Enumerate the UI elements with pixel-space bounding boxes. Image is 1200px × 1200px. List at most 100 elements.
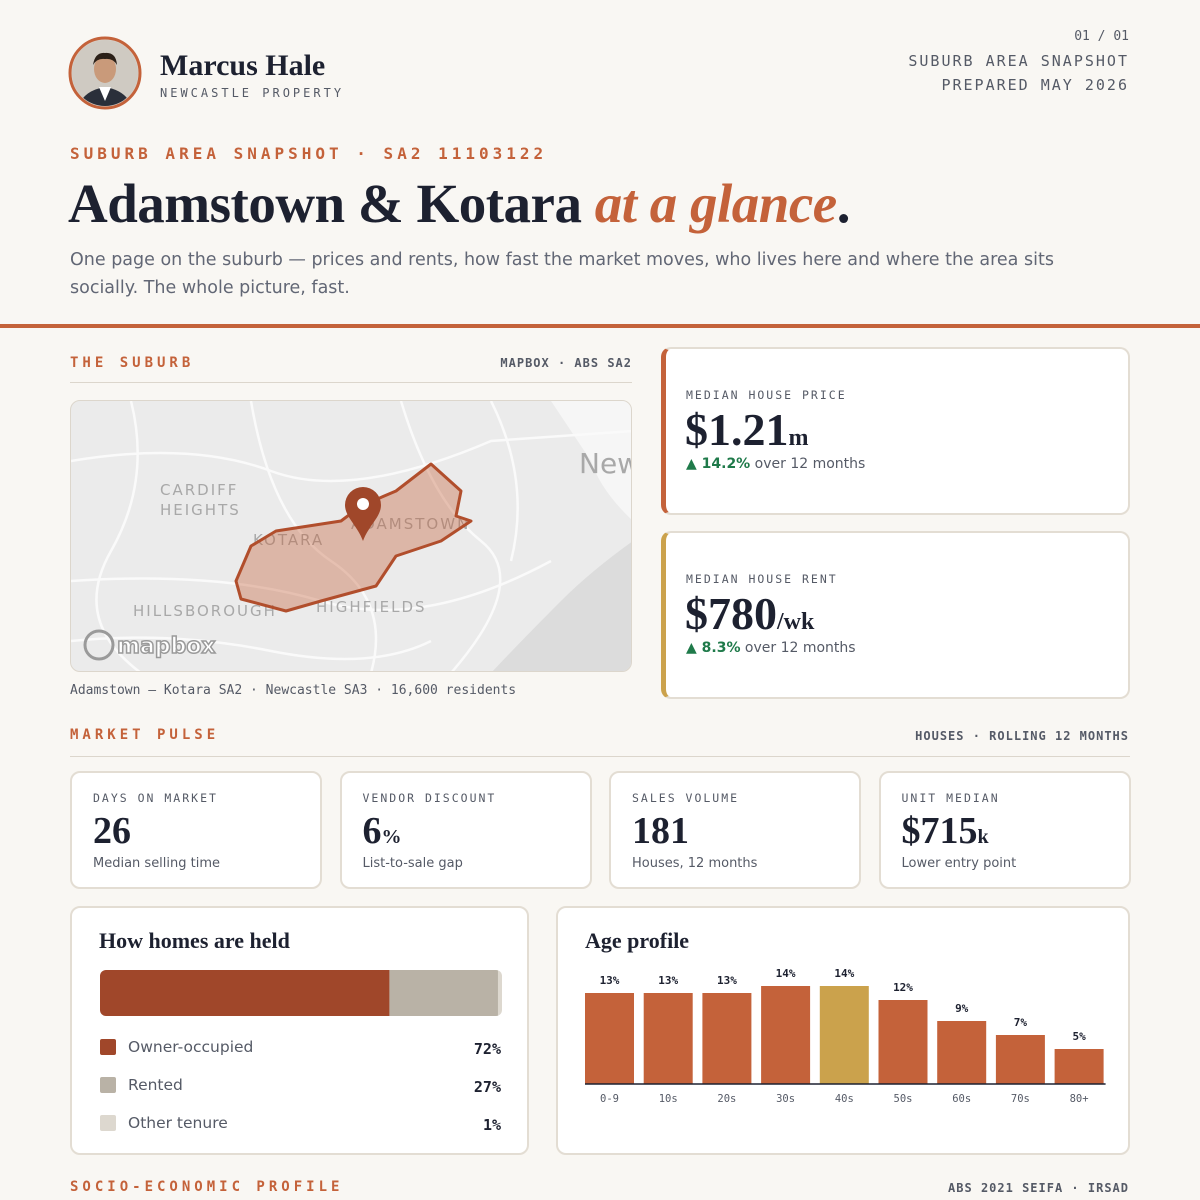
value-label: 13% — [600, 974, 620, 987]
section-rule — [70, 756, 1130, 757]
bar — [819, 986, 869, 1084]
pulse-value: 6% — [363, 809, 402, 853]
legend-label: Other tenure — [128, 1114, 228, 1132]
pulse-note: Houses, 12 months — [632, 856, 758, 871]
map-label: New — [579, 447, 632, 480]
agent-name: Marcus Hale — [160, 49, 326, 82]
value-label: 7% — [1014, 1016, 1028, 1029]
chart-panel: How homes are held Owner-occupied 72% Rent… — [70, 906, 529, 1155]
doc-title: SUBURB AREA SNAPSHOT — [908, 52, 1129, 70]
chart-panel: Age profile 13% 0-9 13% 10s 13% 20s 14% 30s 14% 4… — [556, 906, 1130, 1155]
pulse-label: DAYS ON MARKET — [93, 791, 218, 805]
bar-segment — [497, 970, 502, 1016]
kpi-value: $1.21m — [685, 403, 809, 456]
map-brand: mapbox — [117, 634, 216, 659]
title-emphasis: at a glance — [594, 173, 837, 234]
map-label: HILLSBOROUGH — [133, 602, 277, 620]
pulse-unit: % — [381, 826, 402, 848]
title-main: Adamstown & Kotara — [68, 173, 582, 234]
x-tick-label: 30s — [776, 1093, 795, 1105]
pulse-number: 181 — [632, 810, 689, 852]
kpi-unit: /wk — [777, 609, 815, 635]
pulse-unit: k — [977, 826, 989, 848]
x-tick-label: 10s — [659, 1093, 678, 1105]
value-label: 13% — [717, 974, 737, 987]
pulse-number: 6 — [362, 810, 382, 852]
x-tick-label: 80+ — [1070, 1093, 1089, 1105]
map-canvas: CARDIFF HEIGHTS KOTARA ADAMSTOWN HILLSBO… — [71, 401, 632, 671]
pulse-card: DAYS ON MARKET 26 Median selling time — [70, 771, 322, 889]
bar-segment — [100, 970, 390, 1016]
pulse-number: 26 — [93, 810, 131, 852]
pulse-note: Lower entry point — [901, 856, 1017, 871]
x-tick-label: 0-9 — [600, 1093, 619, 1105]
bar — [878, 1000, 928, 1084]
x-tick-label: 60s — [952, 1093, 971, 1105]
value-label: 14% — [834, 967, 854, 980]
title-end: . — [836, 173, 851, 234]
map-label: HIGHFIELDS — [316, 598, 427, 616]
legend-swatch — [100, 1039, 116, 1055]
value-label: 5% — [1072, 1030, 1086, 1043]
pulse-value: 26 — [93, 809, 131, 853]
value-label: 1% — [483, 1116, 501, 1134]
section-source: ABS 2021 SEIFA · IRSAD — [948, 1181, 1129, 1195]
map-label: CARDIFF — [160, 481, 238, 499]
kpi-number: $1.21 — [685, 404, 789, 455]
age-chart: 13% 0-9 13% 10s 13% 20s 14% 30s 14% 40s 12% 50s 9% 60… — [585, 967, 1106, 1105]
bar — [995, 1035, 1045, 1084]
value-label: 9% — [955, 1002, 969, 1015]
pulse-value: $715k — [902, 809, 989, 853]
map-caption: Adamstown – Kotara SA2 · Newcastle SA3 ·… — [70, 683, 517, 698]
bar — [585, 993, 634, 1084]
value-label: 12% — [893, 981, 913, 994]
section-rule — [70, 382, 632, 383]
chart-title: How homes are held — [99, 928, 290, 953]
map-label: HEIGHTS — [160, 501, 241, 519]
bar — [643, 993, 693, 1084]
divider — [0, 324, 1200, 328]
kpi-card: MEDIAN HOUSE PRICE $1.21m ▲ 14.2% over 1… — [661, 347, 1130, 515]
kpi-delta: ▲ 14.2% — [686, 456, 751, 472]
section-heading: MARKET PULSE — [70, 727, 220, 743]
pulse-note: Median selling time — [93, 856, 221, 871]
section-source: MAPBOX · ABS SA2 — [500, 356, 632, 370]
bar — [702, 993, 752, 1084]
agent-company: NEWCASTLE PROPERTY — [160, 86, 345, 100]
x-tick-label: 40s — [835, 1093, 854, 1105]
bar — [1054, 1049, 1104, 1084]
pulse-card: UNIT MEDIAN $715k Lower entry point — [878, 771, 1131, 889]
legend-label: Rented — [128, 1076, 183, 1094]
pulse-number: $715 — [901, 810, 978, 852]
prepared-date: PREPARED MAY 2026 — [941, 76, 1129, 94]
pulse-value: 181 — [632, 809, 689, 853]
tenure-chart: Owner-occupied 72% Rented 27% Other tenure 1% — [100, 970, 502, 1134]
x-tick-label: 50s — [894, 1093, 913, 1105]
legend-swatch — [100, 1077, 116, 1093]
section-heading: SOCIO-ECONOMIC PROFILE — [70, 1179, 344, 1195]
value-label: 72% — [474, 1040, 501, 1058]
x-tick-label: 70s — [1011, 1093, 1030, 1105]
avatar — [68, 36, 142, 110]
kpi-unit: m — [788, 425, 809, 451]
hero-title: Adamstown & Kotara at a glance. — [68, 172, 850, 235]
legend-label: Owner-occupied — [128, 1038, 253, 1056]
section-source: HOUSES · ROLLING 12 MONTHS — [915, 729, 1129, 743]
map-label: ADAMSTOWN — [351, 515, 470, 533]
kpi-period: over 12 months — [744, 640, 856, 656]
pulse-label: VENDOR DISCOUNT — [362, 791, 497, 805]
kpi-delta: ▲ 8.3% — [686, 640, 741, 656]
pulse-card: SALES VOLUME 181 Houses, 12 months — [609, 771, 861, 889]
chart-title: Age profile — [585, 928, 690, 953]
value-label: 27% — [474, 1078, 501, 1096]
bar-group — [100, 970, 502, 1016]
kpi-label: MEDIAN HOUSE PRICE — [686, 388, 847, 402]
kpi-card: MEDIAN HOUSE RENT $780/wk ▲ 8.3% over 12… — [661, 531, 1130, 699]
hero-lede: One page on the suburb — prices and rent… — [70, 250, 1054, 298]
kpi-number: $780 — [685, 588, 777, 639]
kpi-change: ▲ 8.3% over 12 months — [686, 640, 856, 656]
page-number: 01 / 01 — [1074, 29, 1129, 44]
bar — [761, 986, 811, 1084]
value-label: 14% — [776, 967, 796, 980]
